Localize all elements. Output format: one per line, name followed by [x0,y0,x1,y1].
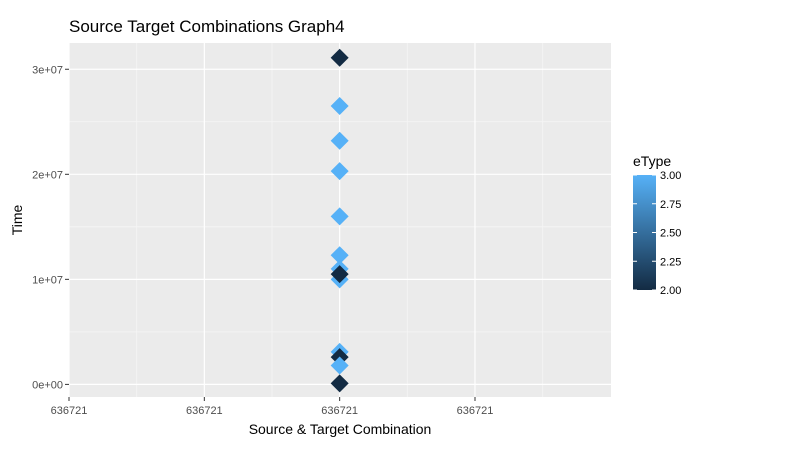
y-tick-label: 1e+07 [32,274,63,286]
x-tick-label: 636721 [51,405,88,417]
legend-tick-label: 2.25 [660,256,681,268]
data-point [330,131,349,150]
legend-tick-label: 3.00 [660,170,681,182]
legend-colorbar [633,175,656,290]
data-points [330,48,349,393]
data-point [330,265,349,284]
y-tick-label: 3e+07 [32,64,63,76]
x-axis-ticks: 636721 636721 636721 636721 [51,397,494,417]
data-point [330,162,349,181]
legend-tick-label: 2.00 [660,285,681,297]
legend-ticks: 3.00 2.75 2.50 2.25 2.00 [633,170,681,297]
y-axis-ticks: 0e+00 1e+07 2e+07 3e+07 [32,64,69,391]
y-tick-label: 2e+07 [32,169,63,181]
x-tick-label: 636721 [457,405,494,417]
data-point [330,97,349,116]
data-point [330,246,349,265]
chart-title: Source Target Combinations Graph4 [69,17,345,36]
y-axis-title: Time [9,204,25,235]
data-point [330,207,349,226]
y-tick-label: 0e+00 [32,379,63,391]
x-axis-title: Source & Target Combination [249,421,432,437]
data-point [330,356,349,375]
legend-tick-label: 2.50 [660,228,681,240]
data-point [330,48,349,67]
x-tick-label: 636721 [186,405,223,417]
data-point [330,374,349,393]
x-tick-label: 636721 [321,405,358,417]
legend-title: eType [633,153,671,169]
legend-tick-label: 2.75 [660,199,681,211]
